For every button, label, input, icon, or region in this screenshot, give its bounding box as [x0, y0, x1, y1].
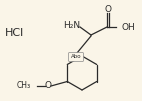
Text: HCl: HCl — [4, 28, 24, 38]
Text: O: O — [104, 5, 111, 15]
Text: O: O — [44, 82, 52, 90]
Text: OH: OH — [122, 23, 136, 32]
FancyBboxPatch shape — [68, 53, 83, 62]
Text: H₂N: H₂N — [63, 21, 81, 29]
Text: CH₃: CH₃ — [17, 82, 31, 90]
Text: Abo: Abo — [71, 55, 81, 59]
